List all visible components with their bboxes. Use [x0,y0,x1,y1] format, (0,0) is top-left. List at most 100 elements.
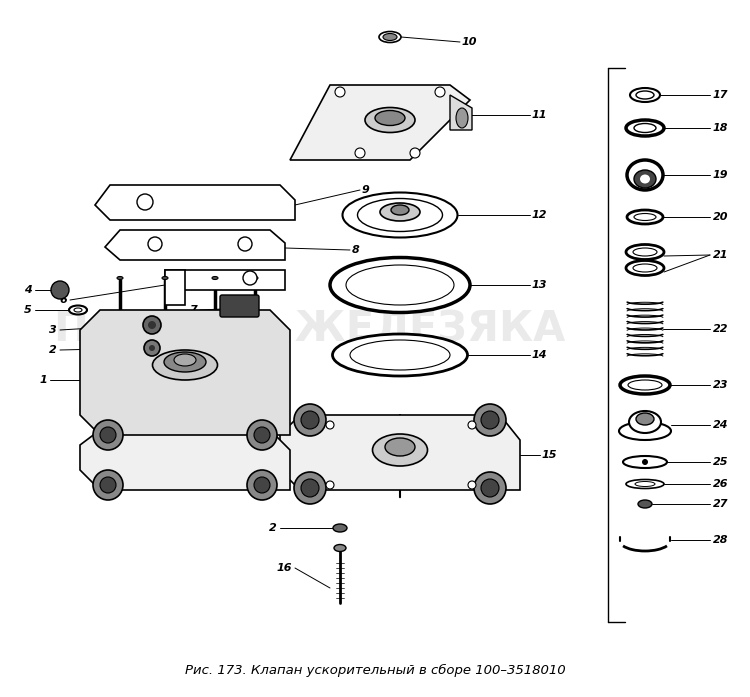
Ellipse shape [174,354,196,366]
Polygon shape [290,85,470,160]
Ellipse shape [365,107,415,132]
Circle shape [474,472,506,504]
Circle shape [355,148,365,158]
Text: 24: 24 [713,420,728,430]
Ellipse shape [619,422,671,440]
Ellipse shape [620,376,670,394]
Circle shape [254,477,270,493]
Text: 11: 11 [532,110,548,120]
Ellipse shape [162,277,168,279]
Text: 2: 2 [50,345,57,355]
Circle shape [149,345,155,351]
Ellipse shape [343,192,458,238]
Ellipse shape [385,438,415,456]
Text: 8: 8 [352,245,360,255]
Ellipse shape [636,91,654,99]
Ellipse shape [630,88,660,102]
Circle shape [93,420,123,450]
Ellipse shape [634,123,656,132]
Polygon shape [450,95,472,130]
Ellipse shape [391,205,409,215]
Ellipse shape [212,277,218,279]
Ellipse shape [375,111,405,125]
Ellipse shape [626,261,664,275]
Polygon shape [165,270,285,290]
Text: Рис. 173. Клапан ускорительный в сборе 100–3518010: Рис. 173. Клапан ускорительный в сборе 1… [184,664,566,677]
Ellipse shape [332,334,467,376]
Text: 15: 15 [542,450,557,460]
Ellipse shape [379,31,401,43]
Polygon shape [80,310,290,435]
Circle shape [335,87,345,97]
Ellipse shape [74,308,82,312]
Circle shape [137,194,153,210]
Circle shape [100,427,116,443]
Circle shape [247,420,277,450]
Ellipse shape [164,352,206,372]
Ellipse shape [334,544,346,551]
Ellipse shape [380,203,420,221]
Circle shape [143,316,161,334]
Ellipse shape [640,174,650,183]
Polygon shape [165,270,185,305]
Circle shape [144,340,160,356]
Ellipse shape [628,380,662,390]
Circle shape [481,479,499,497]
Circle shape [51,281,69,299]
Circle shape [474,404,506,436]
Ellipse shape [333,524,347,532]
Ellipse shape [152,350,217,380]
Circle shape [148,321,156,329]
Circle shape [254,427,270,443]
Text: ПЛАНЕТА ЖЕЛЕЗЯКА: ПЛАНЕТА ЖЕЛЕЗЯКА [54,309,566,351]
Text: 12: 12 [532,210,548,220]
Text: 5: 5 [24,305,32,315]
Circle shape [468,421,476,429]
Circle shape [642,459,648,465]
Polygon shape [280,415,520,490]
Ellipse shape [634,170,656,188]
Ellipse shape [626,480,664,489]
Text: 19: 19 [713,170,728,180]
Text: 28: 28 [713,535,728,545]
Circle shape [247,470,277,500]
Text: 23: 23 [713,380,728,390]
Polygon shape [95,185,295,220]
Circle shape [238,237,252,251]
Ellipse shape [117,277,123,279]
Text: 9: 9 [362,185,370,195]
Text: 21: 21 [713,250,728,260]
Ellipse shape [629,411,661,433]
Ellipse shape [626,245,664,259]
Text: 6: 6 [59,295,67,305]
Ellipse shape [69,305,87,314]
Ellipse shape [638,500,652,508]
Text: 1: 1 [39,375,47,385]
Circle shape [301,479,319,497]
Circle shape [326,421,334,429]
Circle shape [93,470,123,500]
Circle shape [481,411,499,429]
Ellipse shape [330,257,470,312]
Text: 16: 16 [277,563,292,573]
Text: 14: 14 [532,350,548,360]
Text: 25: 25 [713,457,728,467]
Ellipse shape [456,108,468,128]
Circle shape [435,87,445,97]
Text: 22: 22 [713,324,728,334]
Polygon shape [105,230,285,260]
Ellipse shape [623,456,667,468]
Ellipse shape [627,160,663,190]
Circle shape [243,271,257,285]
Circle shape [410,148,420,158]
Text: 10: 10 [462,37,478,47]
Circle shape [326,481,334,489]
Circle shape [301,411,319,429]
Ellipse shape [626,120,664,136]
Circle shape [468,481,476,489]
Ellipse shape [636,413,654,425]
Text: 20: 20 [713,212,728,222]
Ellipse shape [635,482,655,487]
Ellipse shape [252,277,258,279]
Circle shape [148,237,162,251]
